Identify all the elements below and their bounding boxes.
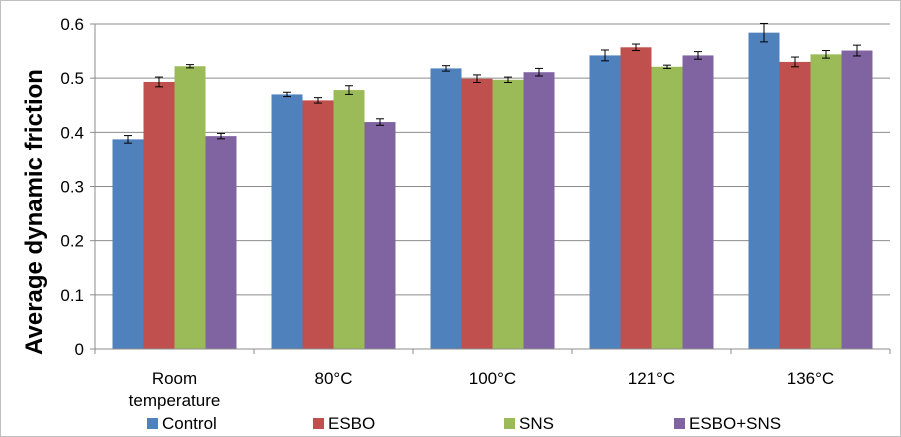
axes xyxy=(90,23,891,354)
x-category-label: Room xyxy=(152,369,197,388)
bar xyxy=(841,50,873,350)
y-tick-label: 0.1 xyxy=(60,286,84,305)
legend-swatch xyxy=(313,418,324,429)
y-tick-label: 0.2 xyxy=(60,232,84,251)
bar xyxy=(174,66,206,349)
bar xyxy=(748,32,780,350)
bar xyxy=(779,61,811,350)
error-bars xyxy=(124,22,861,144)
legend-label: ESBO xyxy=(328,414,375,433)
legend-swatch xyxy=(674,418,685,429)
x-category-label: 136°C xyxy=(787,369,834,388)
bar xyxy=(205,136,237,349)
y-tick-label: 0.5 xyxy=(60,69,84,88)
x-category-label: 100°C xyxy=(469,369,516,388)
bar xyxy=(302,100,334,349)
y-tick-label: 0 xyxy=(75,340,84,359)
bar xyxy=(333,90,365,349)
x-category-labels: Room temperature 80°C 100°C 121°C 136°C xyxy=(129,369,835,410)
bar xyxy=(589,55,621,350)
bar xyxy=(112,139,144,349)
bar xyxy=(492,79,524,350)
y-tick-label: 0.3 xyxy=(60,178,84,197)
bar xyxy=(364,122,396,350)
legend-swatch xyxy=(504,418,515,429)
bar xyxy=(430,68,462,350)
y-tick-labels: 0 0.1 0.2 0.3 0.4 0.5 0.6 xyxy=(60,15,84,359)
bar xyxy=(461,78,493,349)
bars xyxy=(112,32,873,350)
bar xyxy=(523,72,555,349)
y-tick-label: 0.6 xyxy=(60,15,84,34)
legend-label: ESBO+SNS xyxy=(689,414,781,433)
bar xyxy=(810,54,842,349)
x-category-label: 80°C xyxy=(315,369,353,388)
legend: Control ESBO SNS ESBO+SNS xyxy=(147,414,781,433)
bar xyxy=(271,94,303,350)
bar xyxy=(620,47,652,350)
y-tick-label: 0.4 xyxy=(60,123,84,142)
legend-swatch xyxy=(147,418,158,429)
x-category-label: temperature xyxy=(129,391,221,410)
bar xyxy=(651,66,683,350)
bar xyxy=(143,81,175,349)
legend-label: Control xyxy=(162,414,217,433)
y-axis-label: Average dynamic friction xyxy=(21,69,48,355)
bar xyxy=(682,55,714,350)
legend-label: SNS xyxy=(519,414,554,433)
x-category-label: 121°C xyxy=(628,369,675,388)
